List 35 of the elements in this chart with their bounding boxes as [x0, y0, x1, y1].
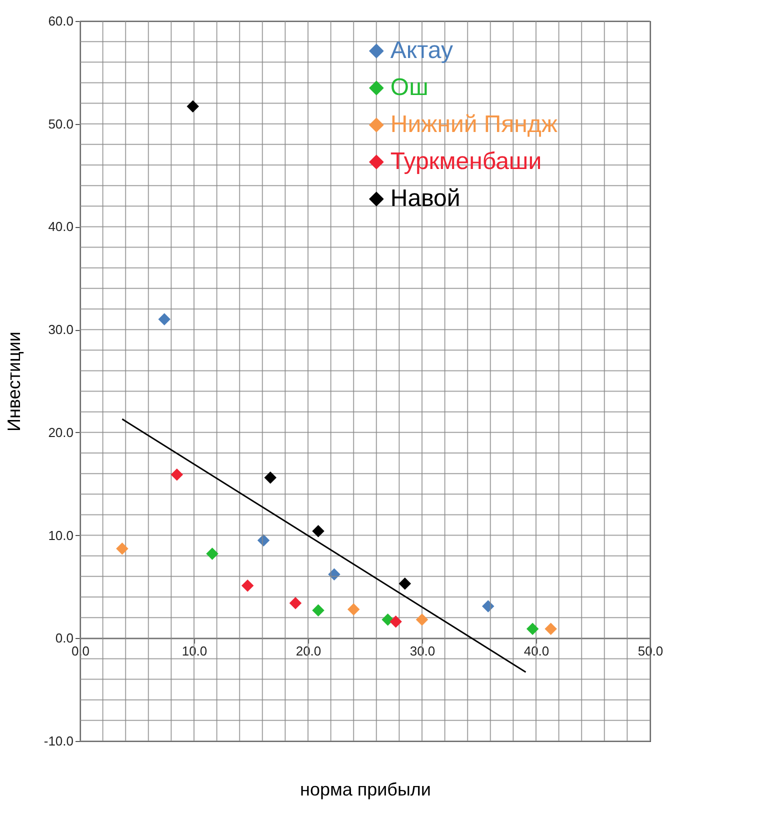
x-axis-title: норма прибыли: [300, 780, 431, 800]
y-tick-label: 60.0: [48, 14, 74, 28]
x-tick-label: 20.0: [296, 644, 322, 659]
y-tick-label: 40.0: [48, 219, 74, 234]
x-tick-label: 30.0: [410, 644, 436, 659]
point: [158, 313, 170, 326]
point: [289, 597, 302, 610]
y-tick-label: 10.0: [48, 528, 74, 543]
legend-label: Навой: [390, 185, 460, 212]
y-tick-label: 30.0: [48, 322, 74, 338]
y-tick-label: 50.0: [48, 116, 74, 132]
point: [347, 603, 360, 616]
point: [264, 472, 277, 484]
point: [186, 100, 199, 112]
legend-label: Туркменбаши: [390, 148, 542, 175]
x-tick-label: 10.0: [182, 644, 208, 659]
point: [170, 468, 184, 481]
y-tick-label: 0.0: [55, 630, 74, 646]
point: [526, 622, 539, 636]
point: [206, 548, 218, 560]
point: [116, 542, 128, 555]
point: [312, 525, 324, 538]
point: [398, 578, 412, 590]
point: [416, 614, 428, 626]
point: [390, 616, 402, 628]
legend-label: Ош: [390, 74, 428, 101]
y-axis-title: Инвестиции: [4, 332, 24, 432]
x-tick-label: 40.0: [524, 644, 550, 659]
point: [544, 622, 557, 636]
legend-label: Нижний Пяндж: [390, 111, 558, 138]
point: [312, 604, 324, 616]
legend-label: Актау: [390, 37, 453, 64]
y-tick-label: -10.0: [44, 734, 74, 748]
y-tick-label: 20.0: [48, 424, 74, 440]
point: [241, 580, 254, 592]
